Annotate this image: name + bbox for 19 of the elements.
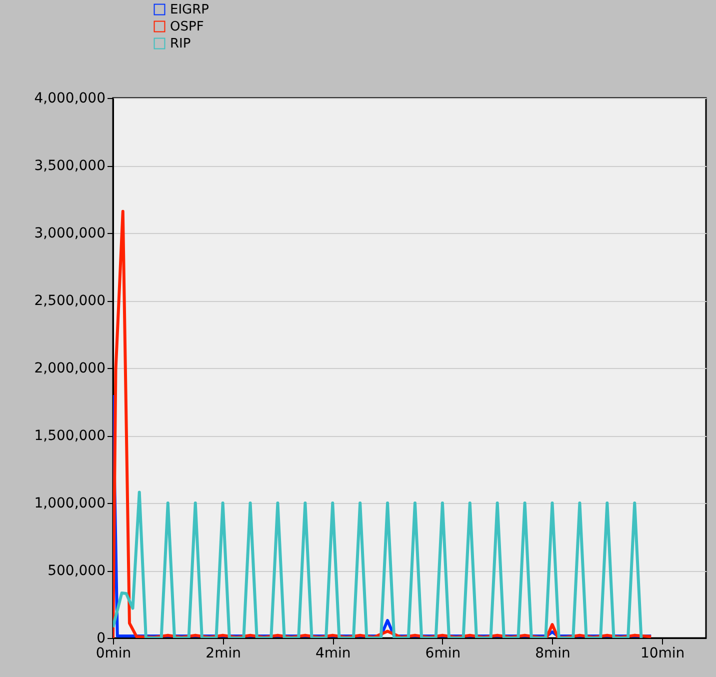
legend-label: EIGRP bbox=[170, 2, 210, 18]
y-tick-label: 2,500,000 bbox=[34, 293, 106, 309]
y-tick-label: 1,500,000 bbox=[34, 428, 106, 444]
x-tick-label: 8min bbox=[535, 646, 570, 662]
y-tick-label: 4,000,000 bbox=[34, 90, 106, 106]
y-tick-label: 3,500,000 bbox=[34, 158, 106, 174]
legend-label: RIP bbox=[170, 36, 191, 52]
x-tick-label: 2min bbox=[206, 646, 241, 662]
y-tick-label: 500,000 bbox=[48, 563, 106, 579]
legend-label: OSPF bbox=[170, 20, 204, 34]
x-tick-label: 6min bbox=[425, 646, 461, 662]
x-tick-label: 4min bbox=[315, 646, 351, 662]
y-tick-label: 3,000,000 bbox=[34, 226, 106, 242]
line-series bbox=[113, 490, 643, 638]
x-tick-label: 0min bbox=[96, 646, 132, 662]
y-tick-label: 0 bbox=[96, 630, 106, 646]
x-tick-label: 10min bbox=[640, 646, 685, 662]
y-tick-label: 2,000,000 bbox=[34, 360, 106, 376]
y-tick-label: 1,000,000 bbox=[34, 496, 106, 512]
